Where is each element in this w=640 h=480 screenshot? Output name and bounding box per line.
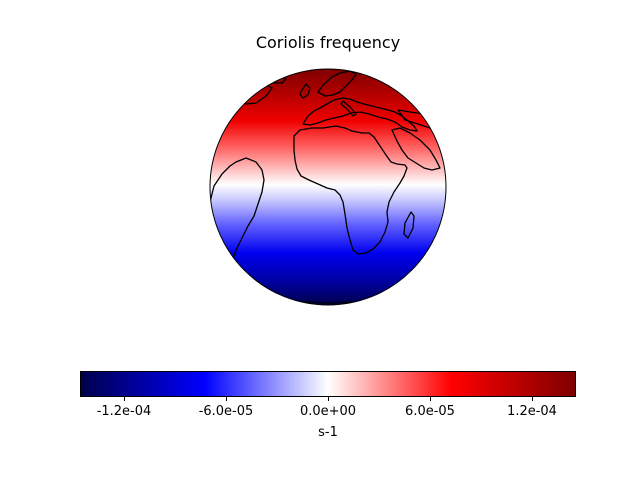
coastline-arabia (391, 127, 441, 171)
colorbar-tick-label: 1.2e-04 (507, 404, 557, 419)
colorbar-tick (328, 397, 329, 401)
coastline-britain (299, 83, 311, 99)
globe-outline (209, 68, 447, 306)
colorbar-label: s-1 (318, 425, 338, 440)
colorbar-tick (124, 397, 125, 401)
coastline-scandinavia (317, 70, 357, 97)
coastline-middle-east (397, 109, 446, 141)
colorbar-tick-label: 6.0e-05 (405, 404, 455, 419)
coastline-africa (293, 125, 408, 255)
globe-disk (210, 69, 446, 305)
colorbar (80, 371, 576, 397)
colorbar-tick (226, 397, 227, 401)
coastline-europe (302, 97, 418, 132)
coastline-italy (340, 100, 357, 117)
map-title: Coriolis frequency (255, 33, 401, 52)
colorbar-tick-label: -1.2e-04 (96, 404, 152, 419)
colorbar-tick (430, 397, 431, 401)
colorbar-tick-label: -6.0e-05 (198, 404, 254, 419)
colorbar-tick (532, 397, 533, 401)
colorbar-tick-label: 0.0e+00 (299, 404, 357, 419)
coastline-madagascar (403, 211, 415, 239)
